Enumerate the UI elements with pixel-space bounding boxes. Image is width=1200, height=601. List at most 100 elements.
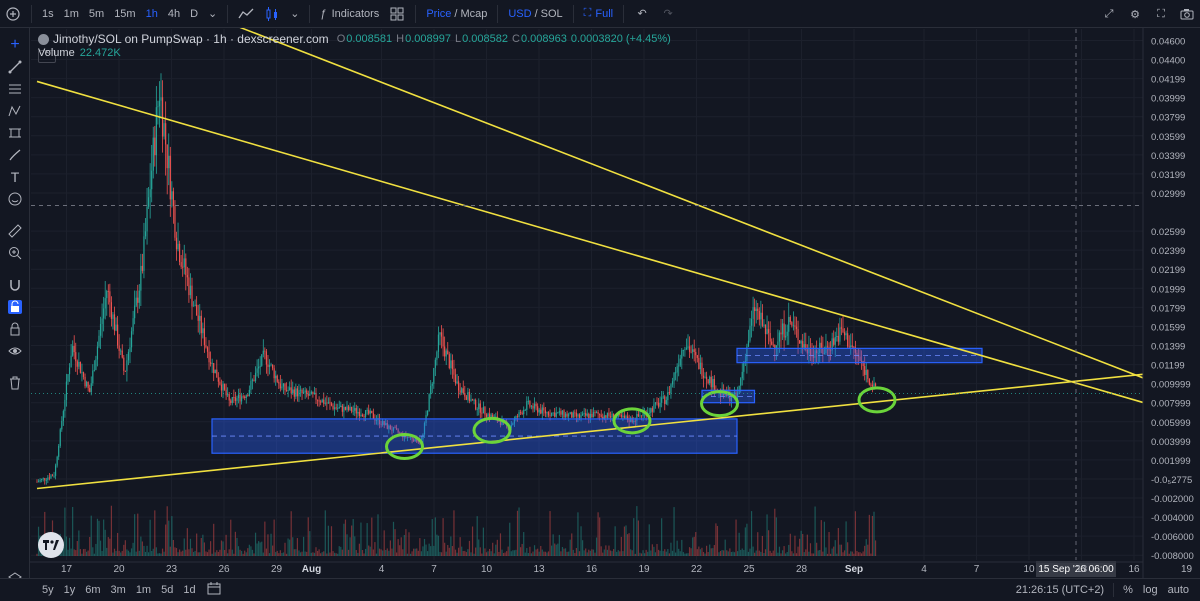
volume-bar bbox=[861, 553, 863, 556]
interval-15m[interactable]: 15m bbox=[114, 7, 136, 20]
candle-body bbox=[803, 344, 805, 348]
low-value: 0.008582 bbox=[462, 33, 508, 45]
line-chart-icon[interactable] bbox=[233, 0, 259, 28]
lock-drawing-icon[interactable] bbox=[3, 296, 27, 318]
redo-icon[interactable]: ↷ bbox=[663, 8, 673, 20]
brush-tool-icon[interactable] bbox=[3, 144, 27, 166]
interval-5m[interactable]: 5m bbox=[88, 7, 105, 20]
settings-gear-icon[interactable]: ⚙ bbox=[1130, 8, 1140, 21]
lock-icon[interactable] bbox=[3, 318, 27, 340]
interval-1m[interactable]: 1m bbox=[63, 7, 79, 20]
eye-icon[interactable] bbox=[3, 340, 27, 362]
candle-body bbox=[707, 379, 709, 384]
candle-body bbox=[468, 391, 471, 402]
range-1y[interactable]: 1y bbox=[63, 584, 76, 596]
time-axis[interactable]: 17 20 23 26 29 Aug 4 7 10 13 16 19 22 25 28 Sep 4 7 10 13 16… bbox=[0, 561, 1192, 575]
interval-4h[interactable]: 4h bbox=[167, 7, 181, 20]
volume-bar bbox=[155, 547, 157, 556]
chart-type-dropdown-icon[interactable]: ⌄ bbox=[290, 8, 300, 20]
volume-bar bbox=[836, 553, 838, 556]
range-5y[interactable]: 5y bbox=[42, 584, 54, 596]
currency-toggle[interactable]: USD / SOL bbox=[503, 0, 567, 28]
volume-bar bbox=[313, 552, 316, 556]
volume-bar bbox=[96, 518, 99, 556]
sol-option[interactable]: SOL bbox=[540, 7, 563, 20]
log-scale-button[interactable]: log bbox=[1142, 584, 1158, 596]
volume-bar bbox=[148, 552, 150, 556]
trendline-tool-icon[interactable] bbox=[3, 56, 27, 78]
price-option[interactable]: Price bbox=[426, 7, 452, 20]
candle-body bbox=[808, 347, 810, 354]
tradingview-logo-icon[interactable] bbox=[38, 532, 64, 558]
candle-body bbox=[397, 429, 399, 433]
interval-1s[interactable]: 1s bbox=[42, 7, 54, 20]
trendline bbox=[36, 367, 1200, 490]
mcap-option[interactable]: Mcap bbox=[460, 7, 488, 20]
interval-D[interactable]: D bbox=[190, 7, 199, 20]
pattern-tool-icon[interactable] bbox=[3, 100, 27, 122]
interval-dropdown-icon[interactable]: ⌄ bbox=[208, 8, 218, 20]
candle-body bbox=[44, 478, 46, 481]
volume-bar bbox=[543, 551, 545, 556]
candles-chart-icon[interactable] bbox=[259, 0, 285, 28]
candle-body bbox=[487, 413, 489, 417]
candle-body bbox=[574, 412, 576, 414]
volume-bar bbox=[358, 543, 360, 556]
volume-bar bbox=[130, 548, 133, 556]
clock-time[interactable]: 21:26:15 (UTC+2) bbox=[1015, 584, 1105, 596]
indicators-button[interactable]: ƒ Indicators bbox=[315, 0, 384, 28]
range-6m[interactable]: 6m bbox=[85, 584, 101, 596]
volume-bar bbox=[791, 551, 793, 556]
candle-body bbox=[454, 374, 457, 384]
undo-icon[interactable]: ↶ bbox=[637, 8, 647, 20]
usd-option[interactable]: USD bbox=[508, 7, 532, 20]
volume-bar bbox=[154, 510, 156, 556]
date-range-icon[interactable] bbox=[201, 582, 227, 598]
candle-body bbox=[293, 389, 295, 397]
candle-body bbox=[79, 361, 81, 373]
price-mcap-toggle[interactable]: Price / Mcap bbox=[421, 0, 492, 28]
add-symbol-icon[interactable] bbox=[0, 0, 26, 28]
range-5d[interactable]: 5d bbox=[161, 584, 174, 596]
full-button[interactable]: ⛶ Full bbox=[579, 0, 618, 28]
candle-body bbox=[551, 412, 553, 416]
range-1m[interactable]: 1m bbox=[135, 584, 152, 596]
range-3m[interactable]: 3m bbox=[110, 584, 126, 596]
volume-bar bbox=[247, 548, 249, 556]
candle-body bbox=[78, 361, 80, 367]
auto-scale-button[interactable]: auto bbox=[1167, 584, 1189, 596]
expand-icon[interactable]: ⛶ bbox=[1157, 7, 1165, 20]
crosshair-tool-icon[interactable]: + bbox=[10, 36, 20, 53]
candle-body bbox=[637, 414, 639, 417]
trash-icon[interactable] bbox=[3, 372, 27, 394]
fib-tool-icon[interactable] bbox=[3, 78, 27, 100]
candle-body bbox=[285, 390, 288, 391]
time-tick-label: 28 bbox=[796, 564, 808, 575]
volume-bar bbox=[602, 552, 604, 556]
price-axis[interactable]: 0.04600 0.04400 0.04199 0.03999 0.03799 0.035… bbox=[1142, 28, 1200, 578]
magnet-icon[interactable] bbox=[3, 274, 27, 296]
interval-1h[interactable]: 1h bbox=[145, 7, 158, 20]
volume-bar bbox=[208, 549, 210, 556]
range-1d[interactable]: 1d bbox=[183, 584, 196, 596]
emoji-tool-icon[interactable] bbox=[3, 188, 27, 210]
ruler-tool-icon[interactable] bbox=[3, 220, 27, 242]
candle-body bbox=[298, 390, 300, 397]
candle-body bbox=[805, 344, 807, 350]
volume-bar bbox=[668, 553, 670, 556]
fullscreen-toggle-icon[interactable]: ⤢ bbox=[1104, 7, 1114, 20]
zoom-in-icon[interactable] bbox=[3, 242, 27, 264]
percent-scale-button[interactable]: % bbox=[1123, 584, 1133, 596]
volume-bar bbox=[428, 543, 430, 556]
collapse-legend-icon[interactable]: ⌃ bbox=[38, 49, 56, 63]
layouts-icon[interactable] bbox=[384, 0, 410, 28]
volume-bar bbox=[715, 523, 717, 556]
projection-tool-icon[interactable] bbox=[3, 122, 27, 144]
text-tool-icon[interactable]: T bbox=[10, 169, 20, 185]
camera-icon[interactable] bbox=[1174, 0, 1200, 28]
volume-bar bbox=[414, 548, 416, 556]
volume-bar bbox=[405, 529, 407, 556]
volume-bar bbox=[268, 553, 271, 556]
candle-body bbox=[538, 409, 540, 413]
